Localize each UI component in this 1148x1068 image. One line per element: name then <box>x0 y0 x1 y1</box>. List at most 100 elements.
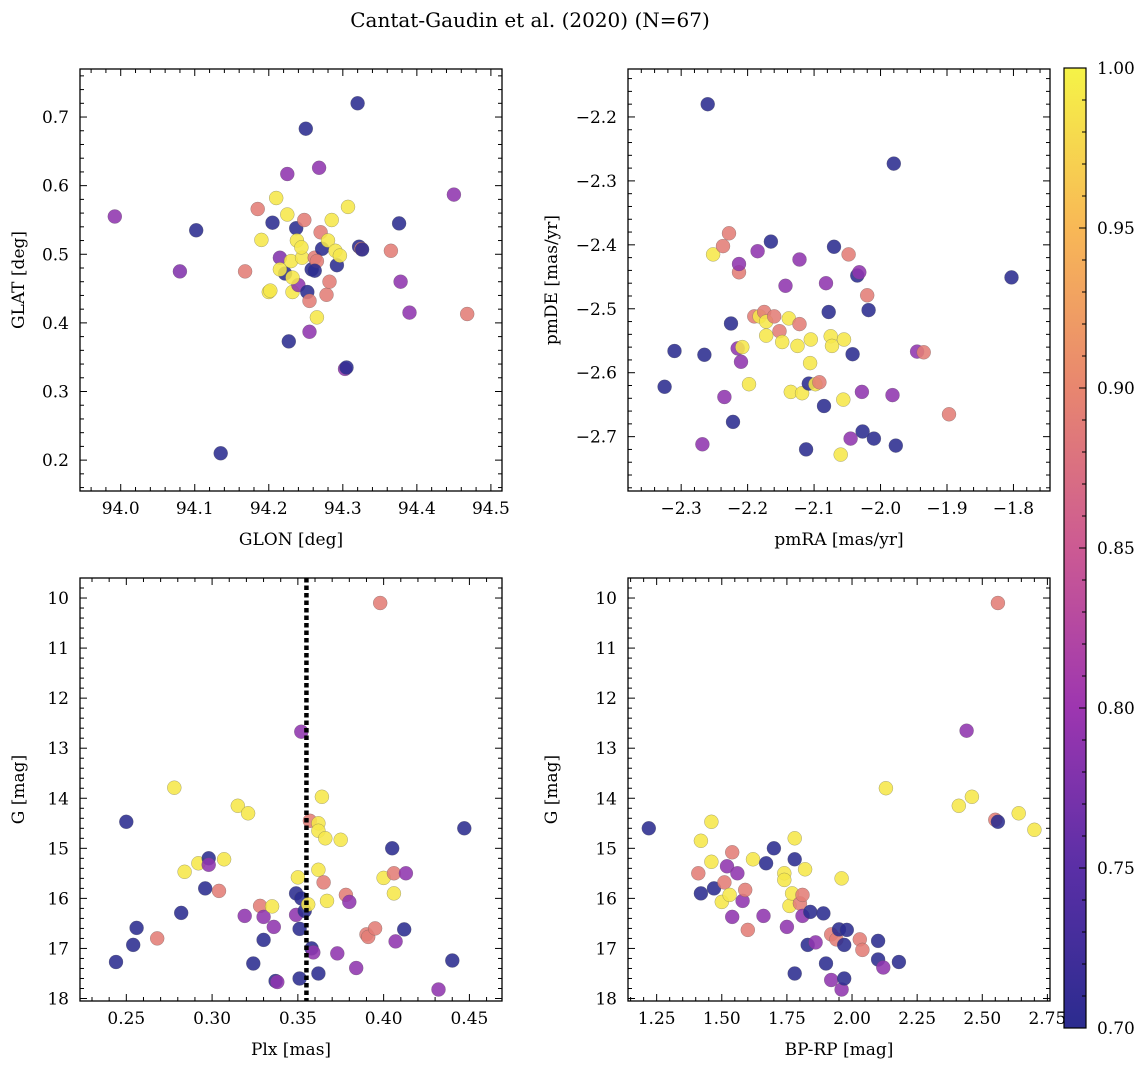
scatter-point <box>216 852 232 867</box>
scatter-point <box>855 942 870 958</box>
scatter-point <box>1004 270 1019 285</box>
scatter-point <box>314 789 330 805</box>
scatter-point <box>119 814 134 830</box>
x-tick-label: 0.35 <box>279 1009 317 1029</box>
y-tick-label: 18 <box>595 989 617 1009</box>
scatter-point <box>724 845 740 860</box>
y-tick-label: 13 <box>47 739 69 759</box>
scatter-point <box>741 376 757 392</box>
scatter-point <box>265 215 280 230</box>
scatter-point <box>861 302 876 318</box>
x-tick-label: 94.2 <box>250 499 288 519</box>
x-tick-label: 0.40 <box>365 1009 403 1029</box>
scatter-point <box>372 595 388 611</box>
scatter-point <box>237 264 253 279</box>
x-tick-label: 94.5 <box>472 499 510 519</box>
scatter-point <box>307 263 322 278</box>
scatter-point <box>821 304 836 320</box>
scatter-point <box>836 937 852 953</box>
scatter-point <box>964 789 980 805</box>
scatter-point <box>316 875 331 890</box>
scatter-point <box>431 982 446 997</box>
scatter-point <box>641 821 657 836</box>
y-tick-label: 0.3 <box>42 383 69 403</box>
scatter-point <box>725 414 741 430</box>
x-tick-label: −1.9 <box>926 499 967 519</box>
x-tick-label: 2.00 <box>833 1009 871 1029</box>
scatter-point <box>393 274 408 289</box>
scatter-point <box>700 96 715 112</box>
y-tick-label: 11 <box>47 639 69 659</box>
scatter-point <box>350 96 365 111</box>
x-tick-label: −1.8 <box>993 499 1034 519</box>
x-tick-label: 0.25 <box>107 1009 145 1029</box>
x-tick-label: 2.75 <box>1028 1009 1066 1029</box>
x-tick-label: 1.25 <box>638 1009 676 1029</box>
subplot-pmra-pmde: −2.3 −2.2 −2.1 −2.0 −1.9 −1.8 −2.7 −2.6 −2.5 −2.4… <box>542 68 1051 550</box>
y-tick-label: 0.7 <box>42 108 69 128</box>
scatter-point <box>916 345 931 360</box>
scatter-point <box>717 875 732 890</box>
scatter-point <box>693 886 709 901</box>
scatter-point <box>268 190 284 206</box>
scatter-point <box>878 780 894 796</box>
subplot-plx-g: 0.25 0.30 0.35 0.40 0.45 10 11 12 13 14 15 16 17 18 Pl… <box>9 577 503 1060</box>
scatter-point <box>297 212 312 228</box>
scatter-point <box>306 945 321 960</box>
scatter-point <box>657 379 672 395</box>
scatter-point <box>803 904 818 920</box>
scatter-point <box>951 798 967 814</box>
scatter-point <box>733 354 749 370</box>
scatter-point <box>391 216 407 231</box>
x-tick-label: 0.45 <box>450 1009 488 1029</box>
scatter-point <box>213 446 228 461</box>
x-axis-label: BP-RP [mag] <box>785 1040 894 1060</box>
scatter-point <box>719 859 735 874</box>
y-axis-label: GLAT [deg] <box>9 231 29 329</box>
ticks <box>80 577 502 1001</box>
scatter-point <box>886 156 902 171</box>
scatter-point <box>254 232 269 248</box>
scatter-point <box>272 262 288 277</box>
scatter-point <box>730 866 745 881</box>
scatter-point <box>311 966 326 981</box>
scatter-point <box>750 243 765 259</box>
scatter-point <box>445 953 460 968</box>
scatter-point <box>990 595 1006 611</box>
scatter-point <box>285 270 300 285</box>
y-tick-label: −2.7 <box>576 428 617 448</box>
scatter-point <box>398 866 414 881</box>
x-tick-label: 1.75 <box>768 1009 806 1029</box>
scatter-point <box>263 283 278 298</box>
scatter-points <box>657 96 1019 462</box>
y-tick-label: 17 <box>47 939 69 959</box>
scatter-point <box>246 956 261 971</box>
scatter-point <box>342 894 357 910</box>
scatter-point <box>816 906 831 921</box>
scatter-point <box>197 881 213 896</box>
scatter-point <box>836 392 851 407</box>
x-tick-label: −2.1 <box>793 499 834 519</box>
scatter-point <box>266 919 282 935</box>
scatter-point <box>270 974 285 990</box>
scatter-point <box>264 899 280 914</box>
colorbar-gradient <box>1064 68 1086 1028</box>
scatter-point <box>324 212 339 228</box>
y-tick-label: −2.5 <box>576 300 617 320</box>
scatter-point <box>834 871 849 886</box>
y-tick-label: 10 <box>47 589 69 609</box>
scatter-point <box>386 886 402 901</box>
scatter-point <box>766 841 782 856</box>
scatter-point <box>888 438 904 453</box>
colorbar-tick-label: 0.70 <box>1097 1019 1135 1039</box>
scatter-point <box>818 275 834 291</box>
scatter-point <box>348 960 364 976</box>
scatter-point <box>311 862 326 878</box>
scatter-point <box>841 247 856 262</box>
scatter-point <box>723 316 739 331</box>
scatter-point <box>339 360 354 375</box>
scatter-point <box>396 922 412 937</box>
x-axis-label: pmRA [mas/yr] <box>774 530 903 550</box>
scatter-point <box>302 324 317 340</box>
